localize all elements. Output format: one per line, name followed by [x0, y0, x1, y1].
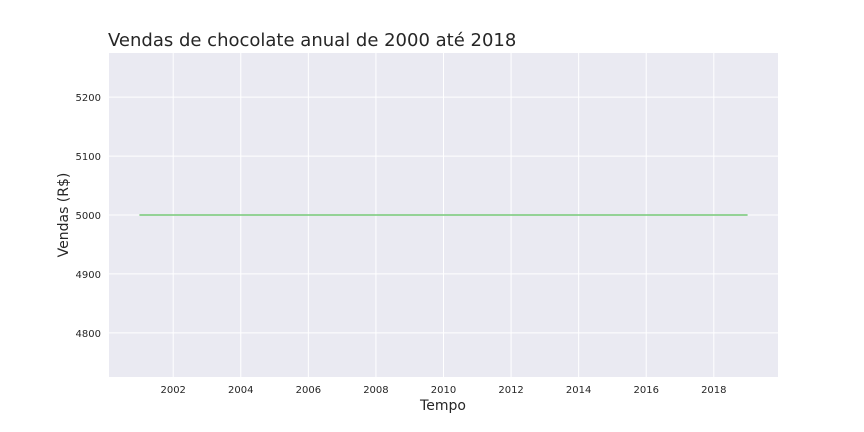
x-tick-label: 2004: [228, 385, 253, 396]
x-tick-label: 2010: [431, 385, 456, 396]
x-tick-label: 2012: [498, 385, 523, 396]
y-tick-label: 4800: [76, 329, 101, 340]
x-tick-label: 2014: [566, 385, 591, 396]
x-axis-label: Tempo: [419, 398, 466, 414]
chart-title: Vendas de chocolate anual de 2000 até 20…: [108, 30, 516, 51]
y-axis-label: Vendas (R$): [56, 173, 72, 258]
x-tick-label: 2018: [701, 385, 726, 396]
x-axis-ticks: 2002 2004 2006 2008 2010 2012 2014 2016 2018: [160, 385, 726, 396]
y-axis-ticks: 4800 4900 5000 5100 5200: [76, 93, 101, 340]
x-tick-label: 2006: [296, 385, 321, 396]
y-tick-label: 5000: [76, 211, 101, 222]
x-tick-label: 2016: [634, 385, 659, 396]
y-tick-label: 5100: [76, 152, 101, 163]
y-tick-label: 4900: [76, 270, 101, 281]
x-tick-label: 2002: [160, 385, 185, 396]
y-tick-label: 5200: [76, 93, 101, 104]
x-tick-label: 2008: [363, 385, 388, 396]
